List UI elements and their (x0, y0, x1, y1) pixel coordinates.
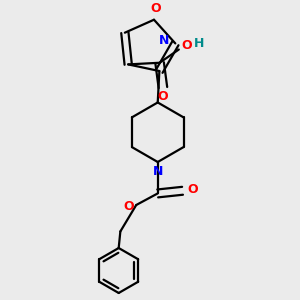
Text: H: H (194, 37, 204, 50)
Text: O: O (158, 90, 168, 103)
Text: O: O (187, 183, 198, 196)
Text: N: N (152, 165, 163, 178)
Text: O: O (182, 39, 192, 52)
Text: O: O (123, 200, 134, 213)
Text: N: N (159, 34, 169, 47)
Text: O: O (150, 2, 161, 15)
